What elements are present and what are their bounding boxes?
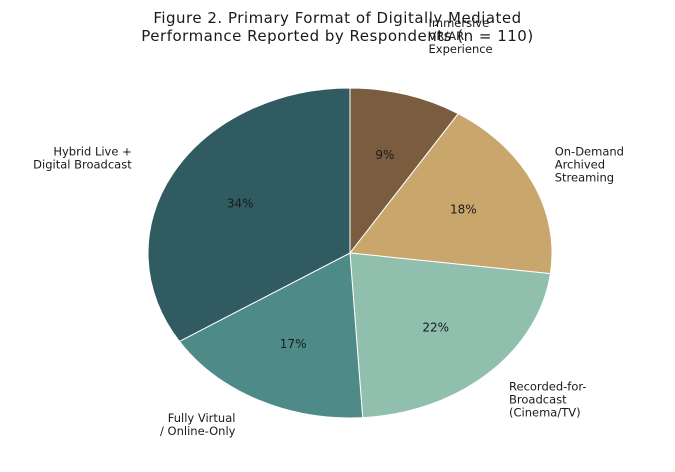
slice-category-label: Fully Virtual / Online-Only (160, 411, 236, 438)
slice-category-label: Hybrid Live + Digital Broadcast (33, 144, 132, 171)
pie-slice (349, 252, 551, 419)
slice-value-label: 18% (450, 202, 477, 216)
pie-slice (349, 87, 460, 255)
pie-slice (147, 87, 351, 343)
chart-title-line-2: Performance Reported by Respondents (n =… (141, 27, 534, 45)
slice-category-label: On-Demand Archived Streaming (555, 144, 624, 184)
chart-title-line-1: Figure 2. Primary Format of Digitally Me… (153, 9, 522, 27)
slice-value-label: 9% (375, 148, 394, 162)
slice-category-label: Immersive VR/AR Experience (429, 16, 493, 56)
pie-slice (349, 113, 553, 275)
slice-value-label: 34% (227, 197, 254, 211)
slice-value-label: 22% (422, 321, 449, 335)
slice-category-label: Recorded-for-Broadcast (Cinema/TV) (509, 379, 586, 419)
pie-slice (178, 252, 364, 419)
slice-value-label: 17% (280, 337, 307, 351)
